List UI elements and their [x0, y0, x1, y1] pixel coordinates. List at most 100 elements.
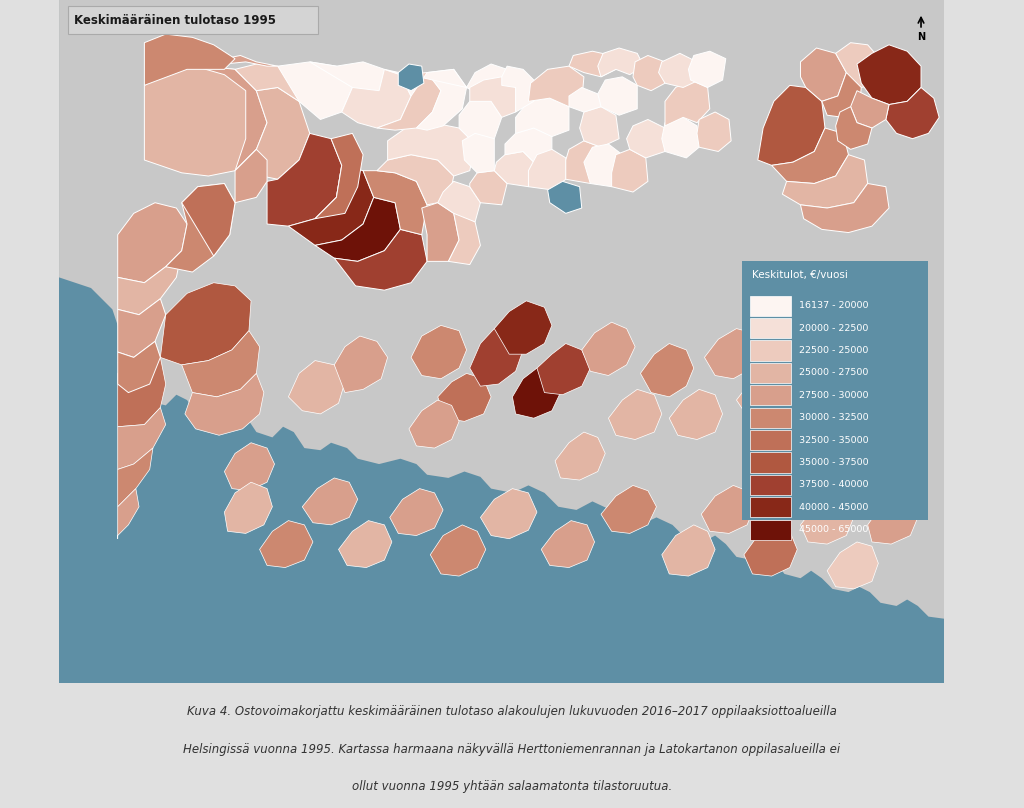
Polygon shape: [398, 64, 424, 90]
Polygon shape: [662, 117, 699, 158]
Polygon shape: [437, 373, 492, 422]
Polygon shape: [267, 133, 342, 226]
Polygon shape: [480, 489, 537, 539]
Polygon shape: [688, 51, 726, 87]
Polygon shape: [555, 432, 605, 480]
Polygon shape: [516, 98, 569, 137]
Polygon shape: [701, 486, 755, 533]
Polygon shape: [236, 149, 267, 203]
Text: Keskitulot, €/vuosi: Keskitulot, €/vuosi: [753, 270, 848, 280]
Polygon shape: [580, 107, 620, 147]
Polygon shape: [705, 329, 761, 379]
Bar: [751, 497, 791, 517]
Polygon shape: [422, 203, 459, 261]
Polygon shape: [758, 86, 825, 166]
Polygon shape: [512, 368, 560, 419]
Polygon shape: [339, 520, 392, 567]
Polygon shape: [118, 203, 187, 283]
Polygon shape: [537, 343, 590, 395]
Text: 22500 - 25000: 22500 - 25000: [800, 346, 868, 355]
Polygon shape: [334, 336, 388, 393]
Polygon shape: [822, 73, 861, 117]
Polygon shape: [118, 299, 166, 357]
Polygon shape: [836, 107, 872, 149]
Polygon shape: [161, 283, 251, 365]
Polygon shape: [144, 34, 236, 86]
Polygon shape: [377, 154, 454, 205]
Polygon shape: [470, 329, 523, 386]
Polygon shape: [772, 128, 849, 183]
Text: N: N: [916, 32, 925, 42]
Polygon shape: [449, 213, 480, 264]
Polygon shape: [342, 69, 411, 128]
Polygon shape: [118, 341, 161, 393]
Polygon shape: [836, 43, 883, 87]
Polygon shape: [289, 166, 374, 246]
Text: Kuva 4. Ostovoimakorjattu keskimääräinen tulotaso alakoulujen lukuvuoden 2016–20: Kuva 4. Ostovoimakorjattu keskimääräinen…: [187, 705, 837, 718]
Polygon shape: [801, 48, 847, 101]
Polygon shape: [470, 170, 507, 205]
Polygon shape: [118, 407, 166, 469]
Polygon shape: [302, 478, 357, 525]
Polygon shape: [411, 326, 467, 379]
Polygon shape: [662, 525, 715, 576]
Text: Helsingissä vuonna 1995. Kartassa harmaana näkyvällä Herttoniemenrannan ja Latok: Helsingissä vuonna 1995. Kartassa harmaa…: [183, 743, 841, 755]
Polygon shape: [611, 149, 648, 192]
Polygon shape: [118, 250, 181, 314]
Bar: [751, 340, 791, 360]
Polygon shape: [528, 66, 584, 107]
Polygon shape: [459, 101, 502, 144]
Bar: [751, 363, 791, 383]
Polygon shape: [736, 371, 793, 419]
Polygon shape: [801, 496, 854, 544]
Polygon shape: [814, 371, 869, 419]
Polygon shape: [743, 525, 798, 576]
Text: 37500 - 40000: 37500 - 40000: [800, 481, 869, 490]
Polygon shape: [569, 51, 615, 77]
Polygon shape: [658, 53, 699, 87]
Polygon shape: [388, 123, 475, 176]
Polygon shape: [224, 443, 274, 490]
Bar: [68, 6, 318, 34]
Polygon shape: [166, 183, 236, 272]
Polygon shape: [224, 56, 278, 66]
Bar: [751, 430, 791, 450]
Polygon shape: [59, 0, 944, 619]
Bar: [751, 520, 791, 540]
Polygon shape: [566, 141, 603, 183]
Bar: [751, 475, 791, 495]
Polygon shape: [608, 389, 662, 440]
Polygon shape: [633, 56, 665, 90]
Polygon shape: [315, 133, 364, 219]
Polygon shape: [542, 520, 595, 567]
Polygon shape: [582, 322, 635, 376]
Polygon shape: [697, 112, 731, 151]
Polygon shape: [417, 69, 467, 130]
Bar: [751, 452, 791, 473]
Polygon shape: [640, 343, 694, 397]
Polygon shape: [857, 44, 921, 104]
Polygon shape: [505, 128, 552, 166]
Polygon shape: [782, 154, 867, 208]
Polygon shape: [118, 341, 166, 427]
Polygon shape: [765, 326, 822, 379]
Polygon shape: [502, 66, 534, 112]
Polygon shape: [495, 301, 552, 354]
Polygon shape: [315, 197, 400, 261]
Polygon shape: [462, 133, 495, 173]
Polygon shape: [430, 525, 485, 576]
Polygon shape: [260, 520, 313, 567]
Polygon shape: [236, 64, 299, 101]
Text: 35000 - 37500: 35000 - 37500: [800, 458, 869, 467]
Text: ollut vuonna 1995 yhtään salaamatonta tilastoruutua.: ollut vuonna 1995 yhtään salaamatonta ti…: [352, 780, 672, 793]
Polygon shape: [144, 64, 267, 176]
Bar: [751, 385, 791, 406]
Polygon shape: [236, 87, 309, 179]
Polygon shape: [598, 77, 637, 116]
Polygon shape: [409, 400, 459, 448]
Text: 27500 - 30000: 27500 - 30000: [800, 391, 869, 400]
Polygon shape: [364, 170, 427, 234]
Text: 20000 - 22500: 20000 - 22500: [800, 323, 868, 333]
Polygon shape: [437, 181, 480, 222]
Bar: [751, 318, 791, 339]
